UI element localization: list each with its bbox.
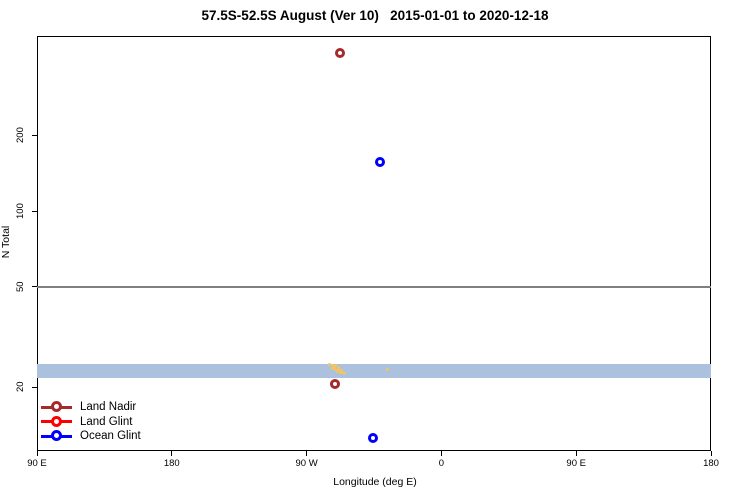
y-tick-label: 20 bbox=[15, 381, 26, 393]
minor-point bbox=[337, 367, 341, 371]
y-tick bbox=[32, 386, 37, 388]
y-tick-label: 50 bbox=[15, 281, 26, 293]
x-tick-label: 0 bbox=[438, 458, 445, 469]
reference-line-50 bbox=[37, 285, 711, 288]
y-tick-label: 100 bbox=[15, 203, 26, 219]
x-tick bbox=[36, 451, 38, 456]
y-tick bbox=[32, 134, 37, 136]
data-point-ocean-glint bbox=[374, 156, 385, 167]
legend: Land Nadir Land Glint Ocean Glint bbox=[41, 400, 141, 444]
x-axis-title: Longitude (deg E) bbox=[333, 476, 417, 488]
legend-entry: Ocean Glint bbox=[41, 429, 141, 444]
legend-circle bbox=[51, 430, 62, 442]
x-tick-label: 90 E bbox=[27, 458, 47, 469]
legend-label: Ocean Glint bbox=[80, 430, 141, 443]
x-tick-label: 180 bbox=[163, 458, 180, 469]
x-tick bbox=[710, 451, 712, 456]
minor-point bbox=[339, 368, 343, 372]
minor-point bbox=[330, 363, 334, 367]
minor-point bbox=[341, 370, 345, 374]
x-tick bbox=[575, 451, 577, 456]
minor-point bbox=[331, 366, 335, 370]
legend-entry: Land Nadir bbox=[41, 400, 141, 415]
legend-line-circle-icon bbox=[41, 401, 72, 413]
minor-point bbox=[334, 367, 338, 371]
legend-label: Land Glint bbox=[80, 415, 133, 428]
data-point-land-nadir bbox=[330, 379, 341, 390]
legend-circle bbox=[51, 401, 62, 413]
minor-point bbox=[338, 370, 342, 374]
plot-box bbox=[37, 36, 711, 451]
data-point-ocean-glint bbox=[367, 432, 378, 443]
x-tick-label: 90 W bbox=[295, 458, 318, 469]
y-tick bbox=[32, 210, 37, 212]
x-tick-label: 90 E bbox=[566, 458, 586, 469]
legend-entry: Land Glint bbox=[41, 415, 141, 430]
x-tick bbox=[306, 451, 308, 456]
legend-circle bbox=[51, 415, 62, 427]
minor-point bbox=[343, 371, 347, 375]
y-tick bbox=[32, 286, 37, 288]
legend-line-circle-icon bbox=[41, 415, 72, 428]
minor-point bbox=[332, 364, 336, 368]
x-tick-label: 180 bbox=[703, 458, 719, 469]
data-point-land-nadir bbox=[335, 48, 346, 59]
minor-point bbox=[336, 365, 340, 369]
minor-point bbox=[334, 363, 338, 367]
minor-point bbox=[385, 367, 389, 371]
y-tick-label: 200 bbox=[15, 127, 26, 144]
x-tick bbox=[440, 451, 442, 456]
minor-point bbox=[335, 369, 339, 373]
legend-line-circle-icon bbox=[41, 430, 72, 442]
y-axis-title: N Total bbox=[0, 225, 12, 259]
chart-title: 57.5S-52.5S August (Ver 10) 2015-01-01 t… bbox=[201, 8, 549, 23]
minor-point bbox=[327, 362, 331, 366]
legend-label: Land Nadir bbox=[80, 401, 137, 414]
x-tick bbox=[171, 451, 173, 456]
reference-band bbox=[37, 364, 711, 378]
